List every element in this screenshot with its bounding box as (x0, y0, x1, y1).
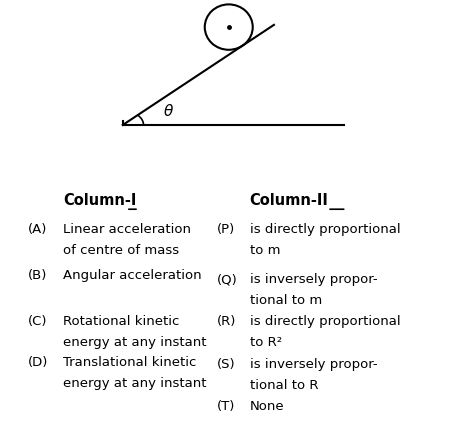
Text: None: None (250, 400, 284, 413)
Text: of centre of mass: of centre of mass (63, 244, 179, 257)
Text: (B): (B) (28, 269, 48, 282)
Text: (P): (P) (217, 223, 235, 236)
Text: Rotational kinetic: Rotational kinetic (63, 315, 179, 328)
Text: Linear acceleration: Linear acceleration (63, 223, 191, 236)
Text: Column-II: Column-II (250, 193, 328, 208)
Text: (T): (T) (217, 400, 236, 413)
Text: to R²: to R² (250, 336, 282, 349)
Text: tional to R: tional to R (250, 379, 318, 392)
Text: is directly proportional: is directly proportional (250, 223, 400, 236)
Text: θ: θ (163, 104, 173, 119)
Text: (A): (A) (28, 223, 48, 236)
Text: energy at any instant: energy at any instant (63, 336, 206, 349)
Text: (Q): (Q) (217, 273, 238, 286)
Text: energy at any instant: energy at any instant (63, 377, 206, 390)
Text: (C): (C) (28, 315, 48, 328)
Text: (D): (D) (28, 356, 49, 370)
Text: is inversely propor-: is inversely propor- (250, 273, 377, 286)
Text: is inversely propor-: is inversely propor- (250, 358, 377, 371)
Text: (R): (R) (217, 315, 237, 328)
Text: (S): (S) (217, 358, 236, 371)
Text: Translational kinetic: Translational kinetic (63, 356, 196, 370)
Text: Column-I: Column-I (63, 193, 136, 208)
Text: to m: to m (250, 244, 280, 257)
Text: is directly proportional: is directly proportional (250, 315, 400, 328)
Text: Angular acceleration: Angular acceleration (63, 269, 201, 282)
Text: tional to m: tional to m (250, 294, 322, 307)
